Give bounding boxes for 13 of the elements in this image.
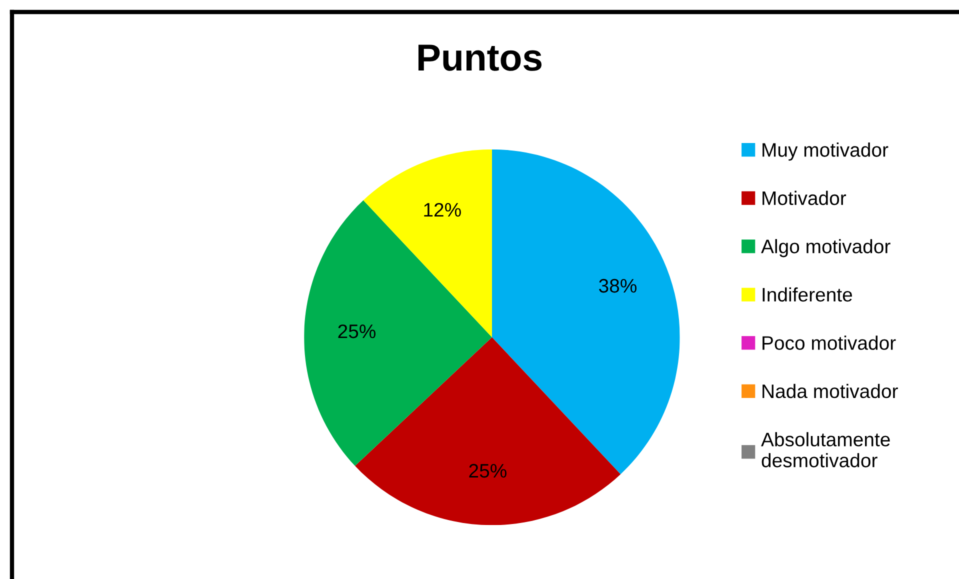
data-label: 25%	[469, 464, 506, 478]
chart-title: Puntos	[418, 44, 542, 71]
legend-label: Muy motivador	[762, 142, 888, 161]
legend-label: Poco motivador	[762, 336, 896, 350]
legend-label: Nada motivador	[762, 384, 898, 398]
legend-label: Algo motivador	[761, 239, 890, 258]
data-label: 38%	[599, 278, 637, 293]
data-label: 25%	[338, 324, 376, 338]
data-label: 12%	[424, 202, 461, 217]
legend-label: Motivador	[762, 190, 846, 206]
legend-label: Indiferente	[762, 287, 852, 302]
legend-label: Absolutamente desmotivador	[761, 432, 890, 468]
pie-slice	[355, 337, 621, 526]
